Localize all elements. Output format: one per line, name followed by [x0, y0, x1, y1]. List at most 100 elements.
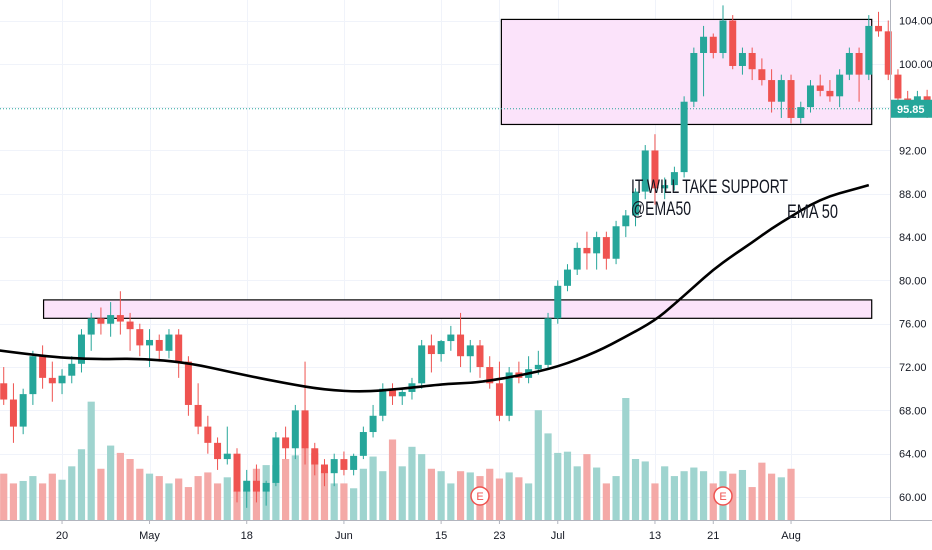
candle-body — [797, 107, 805, 118]
candle-body — [447, 334, 455, 342]
candle — [583, 231, 591, 270]
volume-bar — [729, 473, 737, 520]
candle — [777, 74, 785, 118]
volume-bar — [738, 469, 747, 520]
candle — [457, 312, 465, 368]
candle — [0, 367, 8, 405]
volume-bar — [398, 466, 406, 520]
time-axis[interactable]: 20 May 18 Jun 15 23 Jul 13 21 Aug — [56, 520, 801, 542]
candle-body — [534, 364, 542, 370]
volume-bar — [107, 445, 115, 520]
last-price-label: 95.85 — [891, 99, 932, 118]
candle-body — [165, 334, 173, 351]
volume-bar — [136, 468, 144, 520]
candle — [700, 25, 708, 97]
volume-bar — [311, 452, 319, 520]
candle — [476, 339, 484, 378]
candle — [826, 80, 834, 102]
candle-body — [495, 383, 503, 416]
candle-body — [816, 85, 824, 91]
volume-bar — [680, 471, 688, 520]
candle-body — [107, 315, 115, 324]
volume-bar — [486, 468, 494, 520]
candle — [447, 325, 455, 351]
volume-bar — [651, 483, 659, 520]
candle-body — [252, 480, 260, 492]
volume-bar — [213, 483, 222, 520]
candle — [155, 334, 163, 362]
candle-body — [476, 345, 484, 368]
volume-bar — [0, 473, 8, 520]
last-price-label-bg — [891, 99, 932, 118]
candle-body — [194, 404, 202, 427]
candle-body — [894, 74, 902, 99]
volume-bar — [175, 478, 183, 520]
annotation-support-line1: IT WILL TAKE SUPPORT — [631, 177, 788, 198]
candle — [738, 47, 746, 75]
candle-body — [369, 415, 377, 433]
candle — [865, 15, 873, 81]
candle-body — [738, 52, 746, 66]
time-tick-label: 20 — [56, 530, 68, 542]
candle-body — [758, 69, 766, 81]
candle — [427, 334, 435, 373]
volume-bar — [437, 471, 445, 520]
time-tick-label: 15 — [435, 530, 447, 542]
volume-bar — [165, 483, 173, 520]
candle-body — [301, 410, 309, 449]
candle-body — [48, 377, 56, 384]
volume-bar — [456, 471, 465, 520]
volume-bar — [126, 459, 134, 520]
candle-body — [875, 25, 883, 32]
volume-bar — [554, 452, 562, 520]
price-axis[interactable]: 104.00100.0096.0092.0088.0084.0080.0076.… — [899, 16, 932, 505]
price-tick-label: 60.00 — [899, 492, 927, 504]
candle — [233, 448, 241, 503]
candle-body — [39, 356, 47, 378]
candle — [320, 459, 328, 487]
volume-bar — [670, 476, 678, 520]
candlesticks — [0, 5, 931, 508]
candle — [291, 404, 299, 460]
candle-body — [97, 318, 105, 324]
time-tick-label: 18 — [241, 530, 253, 542]
volume-bar — [661, 466, 669, 520]
volume-bar — [194, 476, 202, 520]
candle-body — [466, 345, 474, 357]
candle — [875, 11, 883, 37]
candle-body — [9, 399, 17, 427]
candle-body — [87, 318, 95, 335]
support-zone-box — [42, 299, 873, 319]
candle-body — [719, 20, 727, 53]
candle-body — [427, 345, 435, 355]
annotation-support-line2: @EMA50 — [631, 199, 691, 220]
candle — [787, 74, 795, 124]
volume-bar — [758, 462, 766, 520]
candle — [816, 74, 824, 97]
time-tick-label: Jun — [335, 530, 353, 542]
volume-bar — [787, 468, 795, 520]
volume-bar — [340, 483, 348, 520]
candle — [301, 361, 309, 465]
volume-bar — [58, 479, 66, 520]
candle — [884, 20, 892, 81]
volume-bar — [505, 472, 513, 520]
candle-body — [777, 80, 785, 102]
volume-bar — [563, 451, 572, 520]
candle-body — [77, 334, 85, 364]
candle — [632, 188, 640, 227]
time-tick-label: 13 — [649, 530, 661, 542]
volume-bar — [495, 478, 504, 520]
candle — [184, 356, 192, 416]
volume-bar — [631, 459, 640, 520]
candle — [525, 356, 533, 384]
candle — [544, 312, 552, 370]
candle — [641, 145, 649, 200]
volume-bar — [204, 472, 212, 520]
candle — [262, 480, 270, 506]
candle — [768, 69, 776, 113]
volume-bar — [9, 483, 18, 520]
candle — [175, 329, 183, 378]
